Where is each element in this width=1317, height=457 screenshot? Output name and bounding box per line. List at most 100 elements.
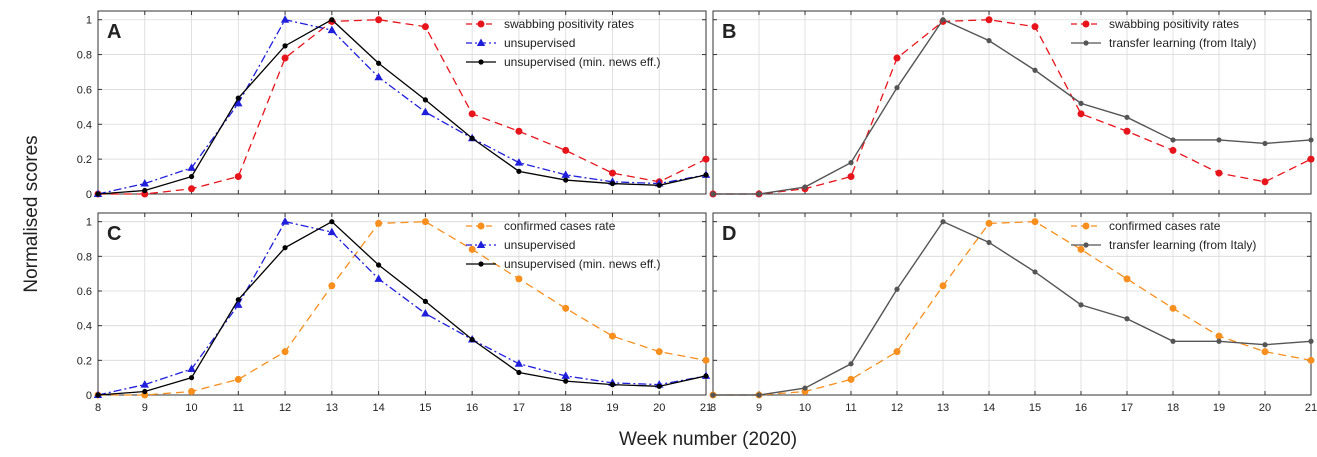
series-unsupervised (94, 217, 710, 398)
data-point (703, 357, 710, 364)
data-point (1032, 68, 1037, 73)
data-point (281, 217, 289, 225)
data-point (1124, 115, 1129, 120)
plot-frame (98, 213, 706, 395)
data-point (986, 240, 991, 245)
data-point (986, 220, 993, 227)
data-point (189, 375, 194, 380)
legend-label: unsupervised (504, 238, 575, 252)
data-point (515, 275, 522, 282)
data-point (1078, 246, 1085, 253)
y-tick-label: 0 (86, 189, 92, 201)
data-point (423, 299, 428, 304)
data-point (1262, 141, 1267, 146)
x-tick-label: 13 (937, 402, 949, 414)
data-point (894, 287, 899, 292)
data-point (469, 246, 476, 253)
data-point (1124, 316, 1129, 321)
data-point (516, 370, 521, 375)
x-axis-title: Week number (2020) (619, 429, 797, 450)
x-tick-label: 21 (1305, 402, 1317, 414)
data-point (710, 392, 715, 397)
x-tick-label: 19 (1213, 402, 1225, 414)
x-tick-label: 15 (419, 402, 431, 414)
x-tick-label: 9 (142, 402, 148, 414)
data-point (423, 97, 428, 102)
x-tick-label: 18 (560, 402, 572, 414)
legend-label: transfer learning (from Italy) (1109, 238, 1256, 252)
x-tick-label: 10 (799, 402, 811, 414)
data-point (703, 172, 708, 177)
x-tick-label: 16 (466, 402, 478, 414)
data-point (282, 245, 287, 250)
y-tick-label: 0.4 (77, 119, 92, 131)
x-tick-label: 11 (233, 402, 244, 414)
x-tick-label: 20 (653, 402, 665, 414)
legend-marker (478, 21, 485, 28)
panel-label: C (107, 223, 121, 245)
data-point (328, 282, 335, 289)
data-point (329, 219, 334, 224)
data-point (609, 333, 616, 340)
data-point (516, 169, 521, 174)
data-point (281, 15, 289, 22)
legend-marker (1083, 21, 1090, 28)
x-tick-label: 17 (1121, 402, 1133, 414)
data-point (1032, 218, 1039, 225)
data-point (848, 160, 853, 165)
x-tick-label: 17 (513, 402, 525, 414)
grid-c (98, 213, 706, 395)
data-point (562, 305, 569, 312)
y-axis-title: Normalised scores (21, 135, 42, 292)
data-point (656, 348, 663, 355)
data-point (1032, 269, 1037, 274)
data-point (422, 23, 429, 30)
legend-item: swabbing positivity rates (1071, 17, 1239, 31)
legend-label: confirmed cases rate (1109, 219, 1221, 233)
panel-label: B (722, 21, 736, 43)
data-point (282, 55, 289, 62)
x-tick-label: 10 (185, 402, 197, 414)
data-point (1170, 305, 1177, 312)
legend-item: confirmed cases rate (466, 219, 616, 233)
y-tick-label: 0 (86, 390, 92, 402)
data-point (235, 376, 242, 383)
data-point (1308, 357, 1315, 364)
data-point (756, 191, 761, 196)
x-tick-label: 15 (1029, 402, 1041, 414)
data-point (1216, 339, 1221, 344)
y-tick-label: 0.2 (77, 154, 92, 166)
data-point (470, 136, 475, 141)
data-point (1308, 137, 1313, 142)
data-point (756, 392, 761, 397)
data-point (562, 147, 569, 154)
data-point (894, 348, 901, 355)
data-point (1078, 110, 1085, 117)
data-point (848, 361, 853, 366)
data-point (986, 16, 993, 23)
series-confirmed-cases-rate (95, 218, 710, 398)
legend-item: transfer learning (from Italy) (1071, 36, 1256, 50)
x-tick-label: 19 (606, 402, 618, 414)
y-tick-label: 1 (86, 217, 92, 229)
legend-label: swabbing positivity rates (504, 17, 634, 31)
data-point (1216, 137, 1221, 142)
y-tick-label: 0.4 (77, 321, 92, 333)
data-point (328, 26, 336, 34)
data-point (986, 38, 991, 43)
data-point (1262, 178, 1269, 185)
data-point (142, 389, 147, 394)
legend-label: unsupervised (min. news eff.) (504, 55, 661, 69)
legend-marker (478, 59, 483, 64)
data-point (374, 274, 382, 282)
x-tick-label: 12 (891, 402, 903, 414)
data-point (375, 16, 382, 23)
legend-marker (1083, 40, 1088, 45)
legend-item: swabbing positivity rates (466, 17, 634, 31)
data-point (894, 85, 899, 90)
